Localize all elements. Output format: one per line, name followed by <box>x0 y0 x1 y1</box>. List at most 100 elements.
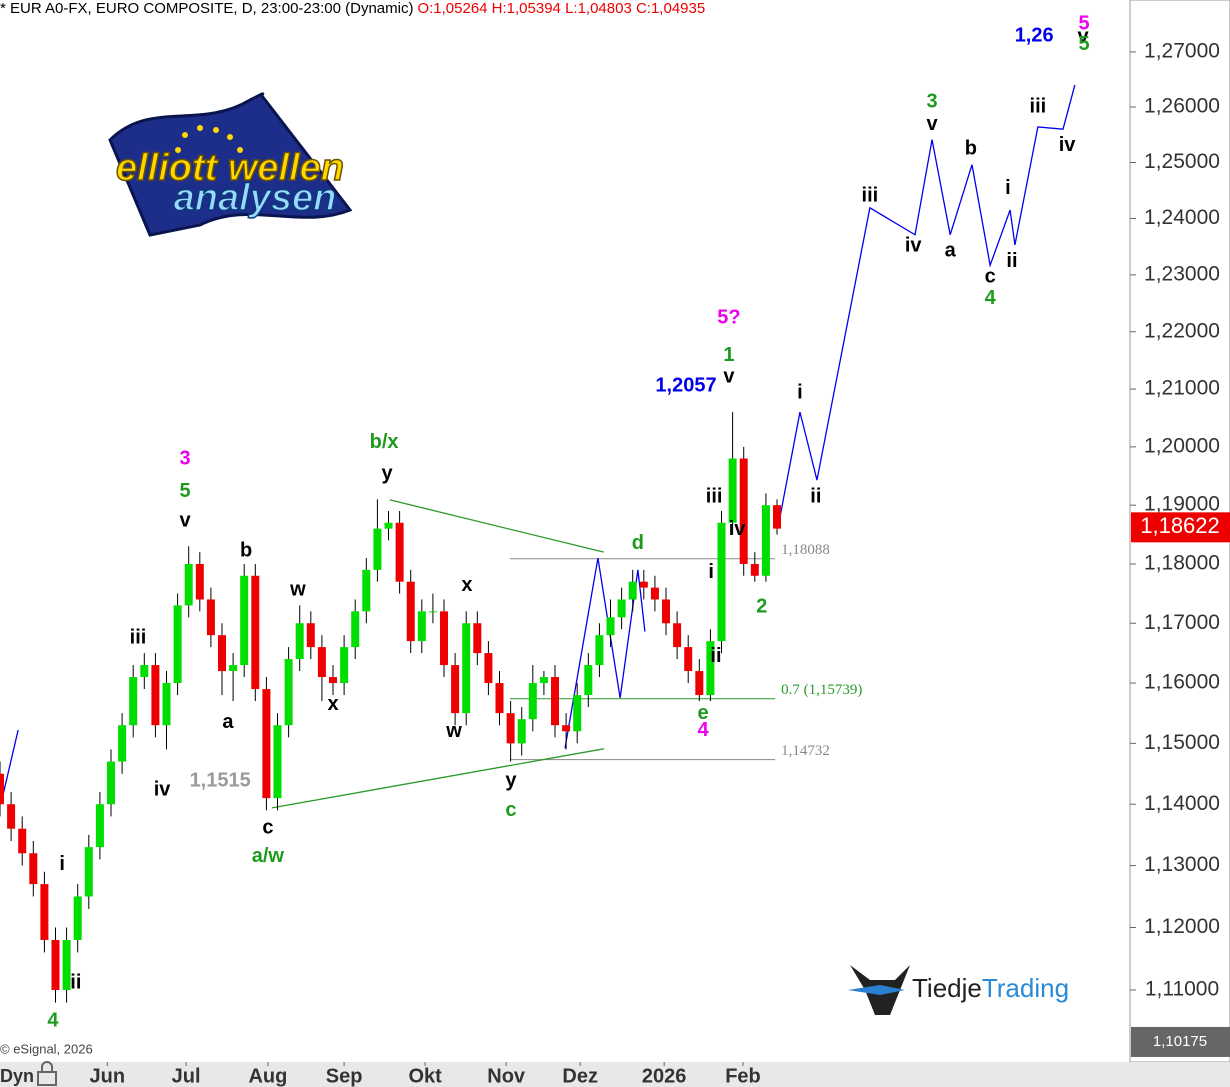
lock-icon <box>37 1061 57 1086</box>
price-label: 1,10175 <box>1153 1033 1207 1050</box>
candle-body <box>162 683 171 726</box>
wave-label: y <box>381 462 393 484</box>
candle-body <box>84 847 93 897</box>
x-tick-label: Jul <box>172 1065 201 1087</box>
wave-label: d <box>632 532 644 554</box>
candle-body <box>173 605 182 684</box>
logo-text: analysen <box>174 177 337 219</box>
x-tick-label: Nov <box>487 1065 526 1087</box>
candle-body <box>262 689 271 799</box>
candle-body <box>695 671 704 696</box>
candle-body <box>440 611 449 666</box>
x-tick-label: Aug <box>248 1065 287 1087</box>
candle-body <box>562 725 571 732</box>
candle-body <box>417 611 426 642</box>
wave-label: a/w <box>252 845 285 867</box>
candle-body <box>317 647 326 678</box>
candle-body <box>18 828 27 854</box>
wave-label: i <box>1005 177 1011 199</box>
level-label: 0.7 (1,15739) <box>781 682 862 698</box>
price-label-box <box>1131 1026 1230 1057</box>
bull-icon <box>848 985 905 995</box>
candle-body <box>218 635 227 672</box>
y-tick-label: 1,14000 <box>1144 792 1220 815</box>
header-symbol: * EUR A0-FX, EURO COMPOSITE, D, 23:00-23… <box>0 0 413 17</box>
wave-label: 1 <box>723 344 734 366</box>
candle-body <box>617 599 626 618</box>
logo-text: Tiedje <box>912 973 982 1003</box>
wave-label: 5? <box>717 306 740 328</box>
wave-label: v <box>723 365 735 387</box>
level-label: 1,14732 <box>781 743 830 759</box>
wave-label: iii <box>862 184 879 206</box>
wave-line <box>389 499 605 553</box>
candle-body <box>184 563 193 606</box>
wave-label: b <box>965 137 977 159</box>
logo-text: Trading <box>982 973 1069 1003</box>
wave-label: b/x <box>370 431 399 453</box>
candle-body <box>229 665 238 672</box>
candle-body <box>284 659 293 726</box>
y-tick-label: 1,25000 <box>1144 150 1220 173</box>
candle-body <box>129 677 138 726</box>
wave-label: x <box>461 574 472 596</box>
wave-label: iii <box>130 626 147 648</box>
elliott-logo: elliott wellen analysen <box>108 92 353 237</box>
candle-body <box>528 683 537 720</box>
candle-body <box>484 653 493 684</box>
y-tick-label: 1,17000 <box>1144 611 1220 634</box>
candle-body <box>51 939 60 990</box>
wave-line <box>777 84 1076 527</box>
price-label-box <box>1131 512 1230 543</box>
wave-line <box>1 729 19 801</box>
candle-body <box>40 884 49 940</box>
candle-body <box>0 773 4 805</box>
level-label: 1,18088 <box>781 542 830 558</box>
price-label: 1,18622 <box>1140 513 1220 538</box>
y-tick-label: 1,24000 <box>1144 206 1220 229</box>
candle-body <box>584 665 593 696</box>
candle-body <box>573 695 582 732</box>
y-tick-label: 1,23000 <box>1144 262 1220 285</box>
wave-label: 1,1515 <box>190 769 251 791</box>
x-tick-label: Okt <box>408 1065 442 1087</box>
wave-label: a <box>222 711 234 733</box>
wave-label: 4 <box>697 719 709 741</box>
candle-body <box>195 563 204 600</box>
candle-body <box>650 587 659 600</box>
candle-body <box>750 563 759 576</box>
candle-body <box>462 623 471 714</box>
wave-label: 5 <box>1079 12 1090 34</box>
candle-body <box>506 713 515 744</box>
y-tick-label: 1,26000 <box>1144 95 1220 118</box>
candle-body <box>62 939 71 990</box>
candle-body <box>107 761 116 805</box>
wave-label: v <box>179 509 191 531</box>
candle-body <box>773 505 782 529</box>
wave-label: c <box>262 816 273 838</box>
candle-body <box>95 804 104 848</box>
candle-body <box>29 853 38 885</box>
wave-label: y <box>505 769 517 791</box>
wave-label: iii <box>706 485 723 507</box>
candle-body <box>428 611 437 613</box>
candle-body <box>406 581 415 642</box>
candle-body <box>606 617 615 636</box>
y-tick-label: 1,22000 <box>1144 319 1220 342</box>
header-ohlc: O:1,05264 H:1,05394 L:1,04803 C:1,04935 <box>417 0 705 17</box>
wave-label: iv <box>729 518 747 540</box>
wave-label: 1,26 <box>1015 24 1054 46</box>
wave-label: 5 <box>179 480 190 502</box>
wave-label: i <box>708 561 714 583</box>
candle-body <box>340 647 349 684</box>
wave-label: 5 <box>1079 33 1090 55</box>
wave-label: a <box>945 239 957 261</box>
flag <box>108 92 353 237</box>
candle-body <box>717 522 726 642</box>
wave-label: iv <box>154 778 172 800</box>
tiedje-logo: TiedjeTrading <box>848 965 1069 1015</box>
candle-body <box>273 725 282 799</box>
candle-body <box>329 677 338 684</box>
wave-label: w <box>289 578 306 600</box>
